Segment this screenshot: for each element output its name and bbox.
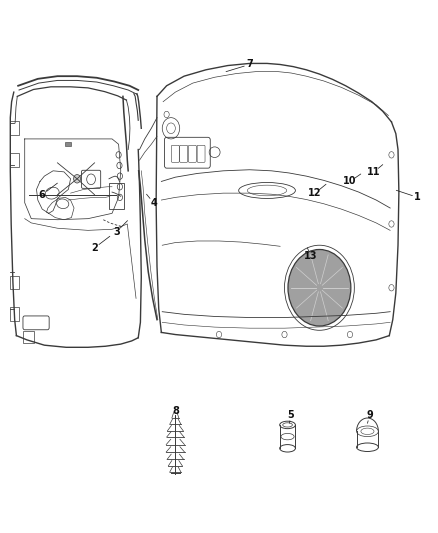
Text: 5: 5: [288, 410, 294, 421]
Circle shape: [74, 174, 81, 183]
Text: 12: 12: [308, 188, 322, 198]
FancyBboxPatch shape: [65, 142, 71, 147]
Text: 7: 7: [246, 60, 253, 69]
Text: 11: 11: [367, 167, 381, 177]
Text: 6: 6: [39, 190, 46, 200]
Text: 4: 4: [150, 198, 157, 208]
Text: 10: 10: [343, 176, 357, 187]
Text: 2: 2: [91, 243, 98, 253]
Text: 9: 9: [366, 410, 373, 421]
Text: 13: 13: [304, 251, 318, 261]
Text: 3: 3: [113, 227, 120, 237]
Text: 1: 1: [414, 192, 421, 203]
Circle shape: [288, 249, 351, 326]
Text: 8: 8: [172, 406, 179, 416]
